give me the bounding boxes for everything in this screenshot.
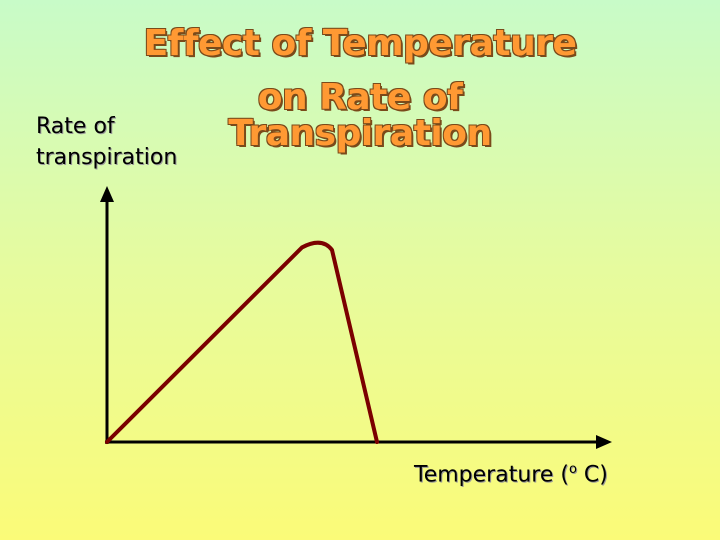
x-axis-label-text: Temperature (	[414, 462, 569, 488]
x-axis-label: Temperature (o C)	[414, 462, 608, 489]
y-axis-arrowhead	[100, 186, 114, 202]
chart-title-line-1: Effect of Temperature	[143, 23, 577, 64]
y-axis-label-line-1: Rate of	[36, 114, 115, 139]
series-layer	[105, 240, 379, 444]
chart-title-line-2: on Rate of Transpiration	[228, 77, 492, 154]
x-axis-label-unit: C)	[576, 462, 608, 488]
series-line-0	[105, 240, 379, 444]
x-axis-arrowhead	[596, 435, 612, 449]
y-axis-label-line-2: transpiration	[36, 145, 178, 170]
chart-axes	[100, 186, 612, 449]
x-axis-label-superscript: o	[568, 462, 577, 477]
